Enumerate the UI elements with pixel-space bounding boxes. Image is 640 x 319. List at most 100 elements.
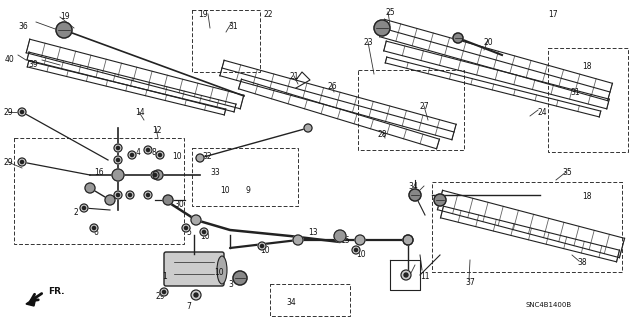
Circle shape — [114, 144, 122, 152]
Circle shape — [160, 288, 168, 296]
Circle shape — [194, 293, 198, 297]
Circle shape — [116, 193, 120, 197]
Circle shape — [304, 124, 312, 132]
Text: SNC4B1400B: SNC4B1400B — [526, 302, 572, 308]
Bar — [192, 10, 260, 72]
Circle shape — [409, 189, 421, 201]
Circle shape — [90, 224, 98, 232]
Circle shape — [92, 226, 95, 230]
Text: 12: 12 — [152, 126, 161, 135]
Bar — [270, 284, 350, 316]
Circle shape — [144, 146, 152, 154]
Text: 10: 10 — [172, 152, 182, 161]
Bar — [192, 148, 298, 206]
Bar — [432, 182, 622, 272]
Text: 32: 32 — [202, 152, 212, 161]
Text: 21: 21 — [290, 72, 300, 81]
Circle shape — [184, 226, 188, 230]
Text: FR.: FR. — [48, 287, 65, 296]
Circle shape — [202, 230, 205, 234]
Circle shape — [258, 242, 266, 250]
Text: 4: 4 — [136, 148, 141, 157]
Text: 9: 9 — [246, 186, 251, 195]
Circle shape — [163, 290, 166, 293]
Text: 7: 7 — [186, 302, 191, 311]
Text: 17: 17 — [548, 10, 557, 19]
Circle shape — [128, 151, 136, 159]
Circle shape — [355, 235, 365, 245]
Circle shape — [355, 249, 358, 252]
Text: 28: 28 — [378, 130, 387, 139]
Text: 19: 19 — [60, 12, 70, 21]
Text: 40: 40 — [4, 55, 14, 64]
Circle shape — [20, 110, 24, 114]
Text: 29: 29 — [4, 158, 13, 167]
Polygon shape — [26, 297, 36, 306]
Text: 10: 10 — [214, 268, 223, 277]
Text: 34: 34 — [286, 298, 296, 307]
Circle shape — [200, 228, 208, 236]
Text: 36: 36 — [19, 22, 28, 31]
Text: 37: 37 — [465, 278, 475, 287]
Circle shape — [126, 191, 134, 199]
Circle shape — [374, 20, 390, 36]
Text: 16: 16 — [94, 168, 104, 177]
Circle shape — [131, 153, 134, 157]
Text: 31: 31 — [570, 88, 580, 97]
Ellipse shape — [217, 256, 227, 284]
Bar — [358, 70, 464, 150]
Circle shape — [453, 33, 463, 43]
Circle shape — [260, 244, 264, 248]
Text: 18: 18 — [582, 192, 591, 201]
Text: 19: 19 — [198, 10, 207, 19]
Circle shape — [401, 270, 411, 280]
Text: 18: 18 — [582, 62, 591, 71]
Text: 27: 27 — [420, 102, 429, 111]
Circle shape — [144, 191, 152, 199]
Circle shape — [196, 154, 204, 162]
Circle shape — [83, 206, 86, 210]
Text: 39: 39 — [28, 60, 38, 69]
Circle shape — [147, 148, 150, 152]
Circle shape — [116, 159, 120, 162]
Text: 13: 13 — [308, 228, 317, 237]
Circle shape — [114, 156, 122, 164]
Circle shape — [182, 224, 190, 232]
Circle shape — [352, 246, 360, 254]
Text: 2: 2 — [74, 208, 79, 217]
Text: 10: 10 — [356, 250, 365, 259]
Text: 5: 5 — [186, 228, 191, 237]
Circle shape — [129, 193, 132, 197]
Bar — [14, 138, 184, 244]
Text: 34: 34 — [408, 182, 418, 191]
Text: 35: 35 — [562, 168, 572, 177]
Text: 14: 14 — [135, 108, 145, 117]
Circle shape — [191, 290, 201, 300]
Circle shape — [404, 273, 408, 277]
Text: 11: 11 — [420, 272, 429, 281]
Text: 6: 6 — [94, 228, 99, 237]
Text: 24: 24 — [537, 108, 547, 117]
Text: 10: 10 — [200, 232, 210, 241]
Text: 8: 8 — [152, 148, 157, 157]
Circle shape — [20, 160, 24, 164]
Circle shape — [147, 193, 150, 197]
Text: 26: 26 — [328, 82, 338, 91]
Text: 20: 20 — [483, 38, 493, 47]
Circle shape — [434, 194, 446, 206]
Circle shape — [403, 235, 413, 245]
Bar — [548, 48, 628, 152]
Text: 31: 31 — [228, 22, 237, 31]
Circle shape — [112, 169, 124, 181]
Circle shape — [105, 195, 115, 205]
Text: 1: 1 — [162, 272, 167, 281]
Circle shape — [163, 195, 173, 205]
Circle shape — [334, 230, 346, 242]
Text: 10: 10 — [220, 186, 230, 195]
Circle shape — [191, 215, 201, 225]
Circle shape — [80, 204, 88, 212]
FancyBboxPatch shape — [164, 252, 224, 286]
Circle shape — [18, 158, 26, 166]
Circle shape — [159, 153, 161, 157]
Circle shape — [403, 235, 413, 245]
